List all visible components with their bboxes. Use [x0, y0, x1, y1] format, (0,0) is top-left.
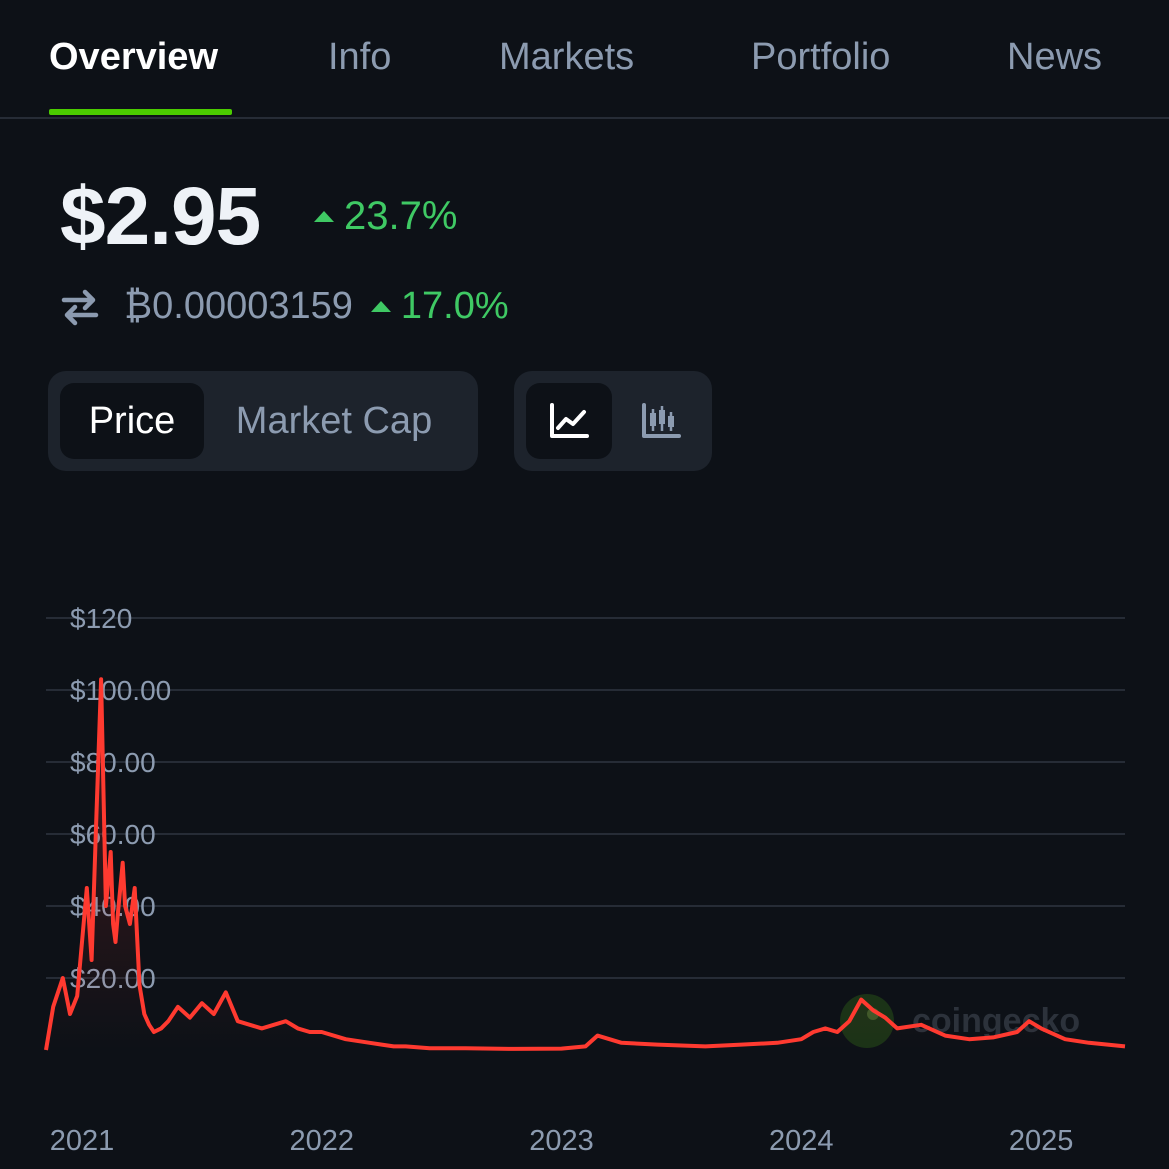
line-chart-button[interactable]	[526, 383, 612, 459]
tab-news[interactable]: News	[1007, 36, 1103, 78]
x-tick-label: 2025	[1009, 1125, 1074, 1157]
btc-change-value: 17.0%	[400, 285, 509, 327]
btc-price-row: ₿0.00003159 17.0%	[60, 285, 509, 328]
caret-up-icon	[370, 301, 391, 312]
x-tick-label: 2021	[50, 1125, 115, 1157]
line-chart-icon	[550, 403, 589, 438]
tab-bar: Overview Info Markets Portfolio News	[0, 0, 1169, 119]
caret-up-icon	[314, 211, 334, 222]
swap-arrows-icon	[61, 289, 99, 325]
x-tick-label: 2022	[289, 1125, 354, 1157]
y-tick-label: $80.00	[70, 747, 156, 778]
chart-gridlines	[46, 617, 1125, 979]
x-tick-label: 2024	[769, 1125, 834, 1157]
price-area-fill	[46, 679, 1125, 1050]
tab-markets[interactable]: Markets	[499, 36, 635, 78]
x-tick-label: 2023	[529, 1125, 594, 1157]
price-chart[interactable]: $120$100.00$80.00$60.00$40.00$20.00 coin…	[0, 560, 1169, 1169]
price-change-badge: 23.7%	[314, 194, 457, 239]
tab-overview[interactable]: Overview	[49, 36, 218, 78]
tab-info[interactable]: Info	[328, 36, 392, 78]
y-tick-label: $100.00	[70, 675, 171, 706]
chart-type-toggle	[514, 371, 712, 471]
tab-portfolio[interactable]: Portfolio	[751, 36, 891, 78]
candlestick-chart-button[interactable]	[618, 383, 704, 459]
btc-change-badge: 17.0%	[370, 285, 509, 328]
x-axis-labels: 2021 2022 2023 2024 2025	[50, 1125, 1074, 1157]
price-change-value: 23.7%	[344, 194, 458, 238]
metric-toggle: Price Market Cap	[48, 371, 478, 471]
active-tab-indicator	[49, 109, 232, 115]
y-tick-label: $60.00	[70, 819, 156, 850]
btc-price-value: ₿0.00003159	[124, 285, 353, 327]
current-price: $2.95	[60, 171, 261, 262]
price-toggle-button[interactable]: Price	[60, 383, 204, 459]
y-tick-label: $120	[70, 603, 132, 634]
market-cap-toggle-button[interactable]: Market Cap	[235, 399, 433, 442]
price-line	[44, 677, 1126, 1051]
candlestick-chart-icon	[642, 403, 681, 438]
